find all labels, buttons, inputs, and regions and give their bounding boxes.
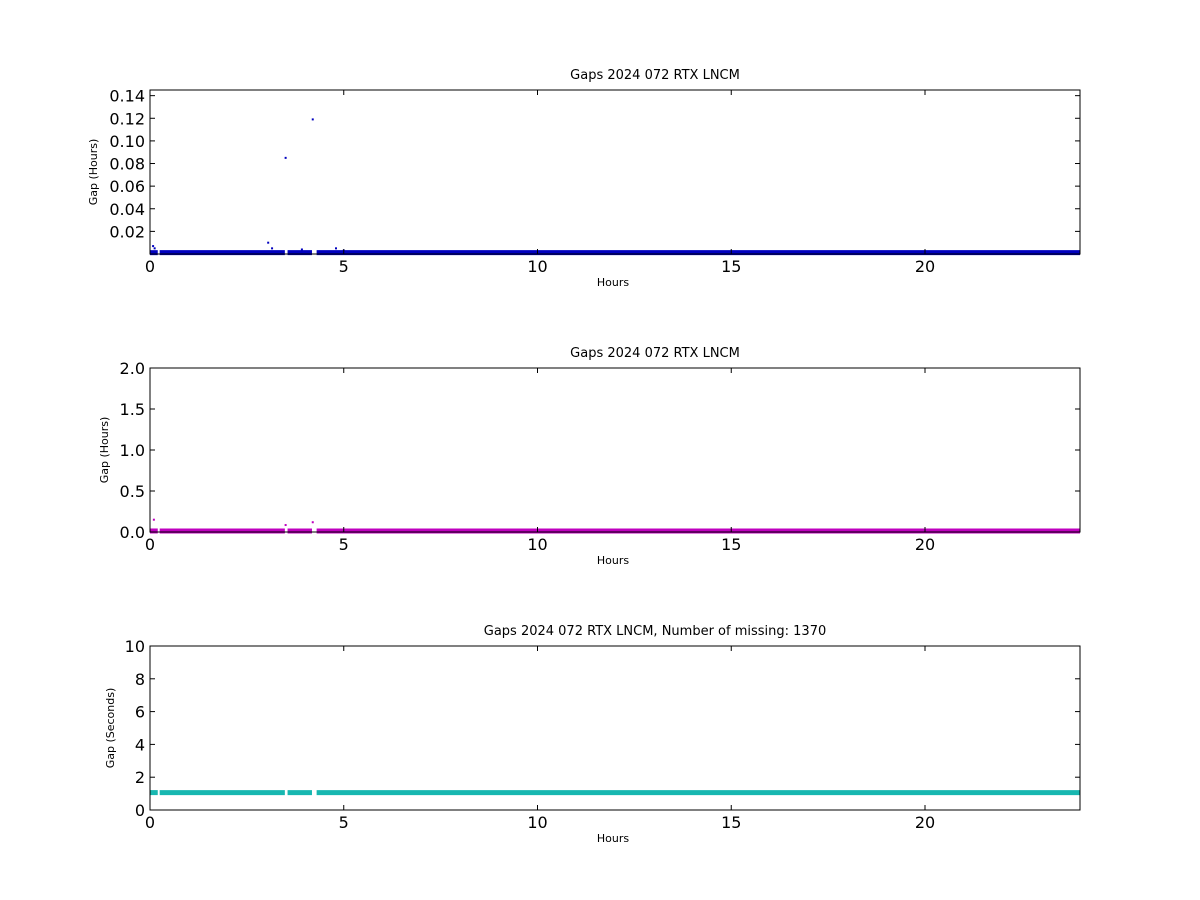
- x-tick-label: 15: [721, 813, 741, 832]
- y-tick-label: 1.0: [120, 441, 145, 460]
- data-point: [300, 248, 303, 251]
- data-point: [284, 524, 287, 527]
- x-tick-label: 0: [145, 535, 155, 554]
- chart-panel-3: 0 5 10 15 20 0 2 4 6 8 10 Gaps 2024 072 RTX LNCM, N…: [104, 624, 1081, 845]
- plot-frame: [149, 89, 1081, 255]
- y-tick-label: 0.02: [109, 222, 145, 241]
- chart-panel-1: 0 5 10 15 20 0.02 0.04 0.06 0.08 0.10 0.12 0.14 Gaps…: [87, 68, 1081, 289]
- chart-title: Gaps 2024 072 RTX LNCM: [570, 68, 740, 83]
- y-tick-label: 0.12: [109, 109, 145, 128]
- data-point: [153, 247, 156, 250]
- data-point: [311, 521, 314, 524]
- x-tick-label: 5: [339, 257, 349, 276]
- x-tick-label: 20: [915, 257, 935, 276]
- y-axis-label: Gap (Seconds): [104, 688, 117, 769]
- x-tick-label: 20: [915, 535, 935, 554]
- y-tick-label: 10: [125, 637, 145, 656]
- y-tick-label: 2: [135, 768, 145, 787]
- y-tick-label: 0.5: [120, 482, 145, 501]
- y-tick-label: 6: [135, 703, 145, 722]
- y-tick-label: 4: [135, 735, 145, 754]
- x-tick-label: 5: [339, 813, 349, 832]
- data-point: [152, 518, 155, 521]
- data-point: [311, 118, 314, 121]
- y-tick-label: 0.14: [109, 87, 145, 106]
- x-tick-label: 10: [527, 257, 547, 276]
- chart-title: Gaps 2024 072 RTX LNCM, Number of missin…: [484, 624, 827, 639]
- data-point: [271, 247, 274, 250]
- x-tick-label: 15: [721, 257, 741, 276]
- y-tick-label: 0.10: [109, 132, 145, 151]
- plot-frame: [149, 367, 1081, 533]
- y-axis-label: Gap (Hours): [87, 139, 100, 206]
- x-axis-label: Hours: [597, 832, 629, 845]
- x-tick-label: 5: [339, 535, 349, 554]
- data-point: [152, 245, 155, 248]
- data-point: [284, 156, 287, 159]
- y-tick-label: 2.0: [120, 359, 145, 378]
- x-tick-label: 20: [915, 813, 935, 832]
- data-point: [335, 247, 337, 250]
- x-tick-label: 0: [145, 813, 155, 832]
- x-axis-label: Hours: [597, 276, 629, 289]
- data-point: [267, 241, 270, 244]
- y-axis-label: Gap (Hours): [98, 417, 111, 484]
- x-tick-label: 15: [721, 535, 741, 554]
- plot-frame: [149, 645, 1081, 811]
- y-tick-label: 1.5: [120, 400, 145, 419]
- y-tick-label: 0.08: [109, 155, 145, 174]
- chart-panel-2: 0 5 10 15 20 0.0 0.5 1.0 1.5 2.0 Gaps 2024 072 RTX…: [98, 346, 1081, 567]
- x-tick-label: 10: [527, 813, 547, 832]
- y-tick-label: 0: [135, 801, 145, 820]
- x-tick-label: 10: [527, 535, 547, 554]
- y-tick-label: 0.0: [120, 523, 145, 542]
- y-tick-label: 8: [135, 670, 145, 689]
- y-tick-label: 0.04: [109, 200, 145, 219]
- y-tick-label: 0.06: [109, 177, 145, 196]
- chart-title: Gaps 2024 072 RTX LNCM: [570, 346, 740, 361]
- x-axis-label: Hours: [597, 554, 629, 567]
- x-tick-label: 0: [145, 257, 155, 276]
